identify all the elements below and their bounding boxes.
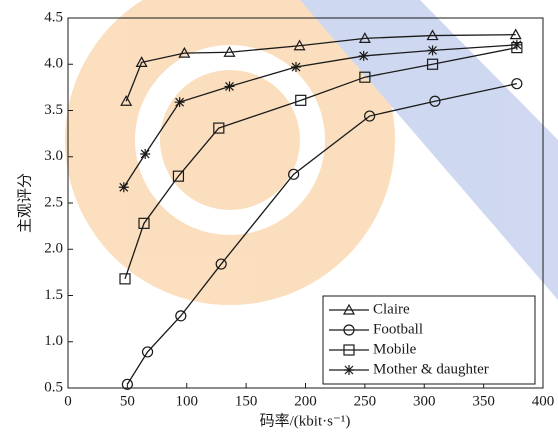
- marker: [120, 95, 133, 106]
- watermark-band: [300, 0, 558, 300]
- y-tick-label: 2.5: [44, 194, 63, 210]
- marker: [119, 273, 131, 285]
- x-tick-label: 300: [413, 393, 436, 409]
- marker: [141, 346, 154, 358]
- marker: [511, 39, 522, 50]
- y-tick-label: 1.5: [44, 287, 63, 303]
- x-tick-label: 50: [120, 393, 135, 409]
- legend-label: Mobile: [373, 341, 417, 357]
- marker: [175, 310, 187, 322]
- marker: [293, 39, 306, 51]
- marker: [427, 45, 438, 56]
- series-line: [126, 83, 518, 385]
- x-tick-label: 400: [532, 393, 555, 409]
- series-line: [124, 46, 518, 280]
- legend-box: [322, 295, 536, 385]
- marker: [291, 62, 301, 73]
- marker: [342, 303, 356, 315]
- y-tick-label: 4.5: [44, 9, 63, 25]
- watermark-core: [160, 70, 300, 210]
- x-tick-label: 100: [176, 393, 199, 409]
- marker: [224, 81, 235, 92]
- watermark: [65, 0, 558, 305]
- marker: [295, 94, 307, 106]
- x-tick-label: 0: [64, 393, 72, 409]
- marker: [215, 258, 227, 270]
- legend-label: Claire: [373, 301, 410, 317]
- marker: [213, 122, 225, 134]
- y-tick-label: 3.5: [44, 102, 63, 118]
- y-axis-label: 主观评分: [16, 173, 33, 233]
- marker: [135, 56, 148, 68]
- marker: [511, 78, 523, 90]
- series-line: [123, 44, 517, 188]
- marker: [509, 28, 522, 40]
- series-line: [125, 34, 516, 102]
- marker: [172, 170, 185, 182]
- x-tick-label: 200: [294, 393, 317, 409]
- marker: [288, 168, 300, 180]
- marker: [426, 29, 439, 41]
- marker: [359, 71, 371, 83]
- marker: [178, 46, 191, 58]
- y-tick-label: 1.0: [44, 333, 63, 349]
- marker: [343, 344, 355, 356]
- x-tick-label: 350: [472, 393, 495, 409]
- y-tick-label: 3.0: [44, 148, 63, 164]
- marker: [223, 45, 236, 57]
- legend-label: Football: [373, 321, 423, 337]
- y-tick-label: 0.5: [44, 379, 63, 395]
- marker: [121, 378, 133, 390]
- x-tick-label: 250: [354, 393, 377, 409]
- x-axis-label: 码率/(kbit·s⁻¹): [260, 412, 351, 429]
- marker: [118, 182, 129, 193]
- marker: [358, 32, 371, 43]
- marker: [364, 110, 376, 122]
- marker: [138, 217, 150, 229]
- marker: [140, 148, 151, 159]
- y-tick-label: 4.0: [44, 56, 63, 72]
- marker: [343, 324, 355, 336]
- y-tick-label: 2.0: [44, 241, 63, 257]
- legend-label: Mother & daughter: [373, 361, 489, 377]
- marker: [174, 97, 185, 108]
- marker: [429, 95, 441, 107]
- marker: [358, 50, 369, 61]
- x-tick-label: 150: [235, 393, 258, 409]
- marker: [344, 365, 354, 375]
- marker: [426, 58, 439, 70]
